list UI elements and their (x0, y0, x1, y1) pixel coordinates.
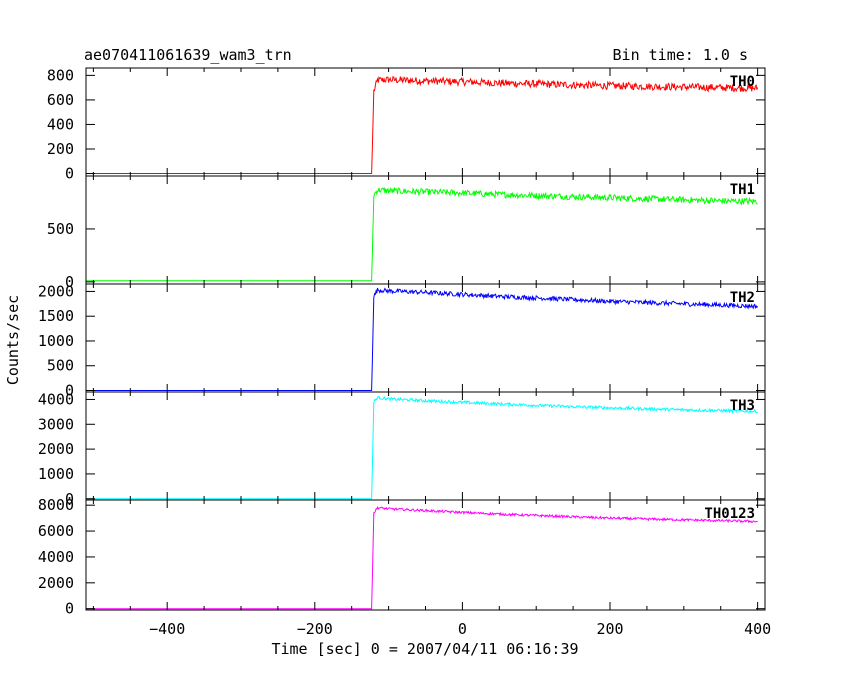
panel-th0: 0 200 400 600 800 TH0 (47, 66, 766, 183)
panel-th2: 0 500 1000 1500 2000 TH2 (38, 282, 766, 400)
y-tick-label: 0 (65, 165, 74, 183)
panel-label: TH1 (730, 182, 755, 198)
y-tick-label: 200 (47, 140, 74, 158)
y-axis-label: Counts/sec (4, 295, 22, 385)
bin-time-label: Bin time: 1.0 s (613, 46, 748, 64)
y-tick-label: 800 (47, 66, 74, 84)
x-axis-label: Time [sec] 0 = 2007/04/11 06:16:39 (271, 640, 578, 658)
panel-frame (85, 283, 766, 393)
y-tick-label: 6000 (38, 522, 74, 540)
panel-label: TH0 (730, 74, 755, 90)
y-tick-label: 1000 (38, 332, 74, 350)
y-tick-label: 400 (47, 115, 74, 133)
panel-frame (85, 67, 766, 177)
y-tick-label: 0 (65, 490, 74, 508)
series-line-th0123 (86, 506, 758, 610)
y-tick-label: 2000 (38, 440, 74, 458)
y-tick-label: 0 (65, 382, 74, 400)
y-tick-label: 500 (47, 357, 74, 375)
y-tick-label: 1500 (38, 307, 74, 325)
y-tick-label: 500 (47, 220, 74, 238)
y-tick-label: 2000 (38, 282, 74, 300)
chart-title: ae070411061639_wam3_trn (84, 46, 292, 64)
series-line-th2 (86, 287, 759, 391)
panel-th3: 0 1000 2000 3000 4000 TH3 (38, 390, 766, 508)
x-tick-label: −400 (149, 620, 185, 638)
y-tick-label: 3000 (38, 415, 74, 433)
y-tick-label: 2000 (38, 574, 74, 592)
series-line-th0 (86, 75, 759, 174)
panels-group: 0 200 400 600 800 TH0 0 500 TH1 0 500 1000 1500 2000 T… (38, 66, 766, 618)
panel-th0123: 0 2000 4000 6000 8000 TH0123 (38, 496, 766, 618)
series-line-th3 (86, 395, 758, 500)
x-tick-label: −200 (297, 620, 333, 638)
x-tick-labels: −400 −200 0 200 400 (149, 620, 771, 638)
y-tick-label: 1000 (38, 465, 74, 483)
y-tick-label: 0 (65, 600, 74, 618)
panel-frame (85, 499, 766, 611)
x-tick-label: 400 (744, 620, 771, 638)
y-tick-label: 8000 (38, 496, 74, 514)
y-tick-label: 4000 (38, 548, 74, 566)
panel-frame (85, 391, 766, 501)
series-line-th1 (86, 186, 758, 282)
panel-label: TH2 (730, 290, 755, 306)
x-tick-label: 200 (596, 620, 623, 638)
x-tick-label: 0 (458, 620, 467, 638)
panel-label: TH0123 (704, 506, 755, 522)
y-tick-label: 4000 (38, 390, 74, 408)
panel-label: TH3 (730, 398, 755, 414)
y-tick-label: 0 (65, 273, 74, 291)
y-tick-label: 600 (47, 91, 74, 109)
panel-th1: 0 500 TH1 (47, 175, 766, 291)
